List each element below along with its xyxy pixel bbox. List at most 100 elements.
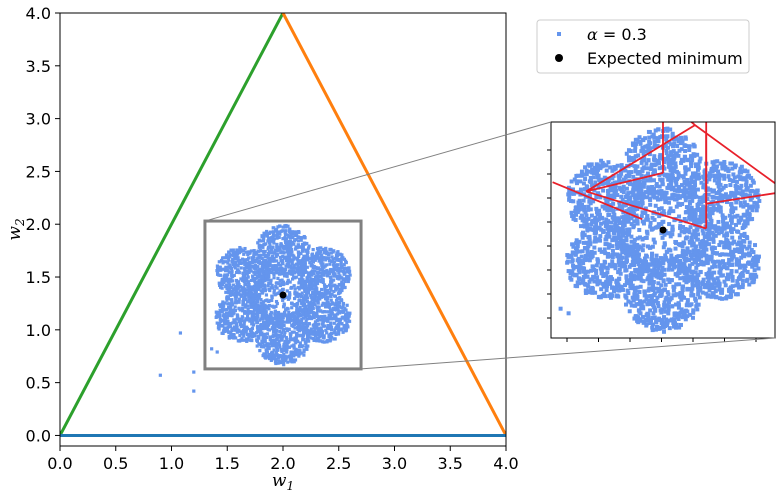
inset-scatter-point bbox=[745, 169, 750, 174]
scatter-point bbox=[270, 338, 274, 342]
inset-scatter-point bbox=[739, 203, 744, 208]
inset-scatter-point bbox=[595, 171, 600, 176]
inset-scatter-point bbox=[645, 302, 650, 307]
scatter-point bbox=[331, 306, 335, 311]
scatter-point bbox=[264, 233, 269, 237]
scatter-point bbox=[280, 357, 284, 361]
scatter-point bbox=[285, 342, 289, 346]
scatter-point bbox=[329, 325, 334, 329]
inset-scatter-point bbox=[751, 180, 756, 185]
scatter-point bbox=[276, 361, 280, 365]
inset-scatter-point bbox=[639, 306, 644, 311]
scatter-point bbox=[313, 288, 317, 293]
inset-scatter-point bbox=[607, 242, 612, 247]
inset-scatter-point bbox=[730, 235, 735, 240]
inset-scatter-point bbox=[577, 239, 582, 244]
inset-scatter-point bbox=[750, 216, 755, 221]
inset-scatter-point bbox=[586, 235, 591, 240]
inset-scatter-point bbox=[734, 189, 739, 194]
scatter-point bbox=[250, 296, 254, 300]
scatter-point bbox=[249, 278, 253, 283]
inset-scatter-point bbox=[723, 283, 728, 288]
scatter-point bbox=[274, 255, 278, 259]
scatter-point bbox=[281, 225, 285, 229]
inset-scatter-point bbox=[669, 142, 674, 147]
inset-scatter-point bbox=[674, 151, 679, 156]
scatter-point bbox=[231, 252, 236, 256]
scatter-point bbox=[315, 295, 319, 299]
inset-scatter-point bbox=[631, 252, 636, 257]
scatter-point bbox=[259, 297, 263, 302]
scatter-point bbox=[327, 283, 332, 287]
inset-scatter-point bbox=[670, 304, 675, 309]
scatter-point bbox=[246, 300, 250, 304]
inset-scatter-point bbox=[705, 259, 710, 264]
scatter-point bbox=[307, 322, 311, 326]
inset-scatter-point bbox=[652, 291, 657, 296]
inset-scatter-point bbox=[619, 264, 624, 269]
inset-scatter-point bbox=[700, 290, 705, 295]
inset-scatter-point bbox=[714, 164, 719, 169]
inset-scatter-point bbox=[583, 177, 588, 182]
scatter-point bbox=[245, 288, 249, 292]
scatter-point bbox=[343, 279, 347, 284]
inset-scatter-point bbox=[580, 202, 585, 207]
scatter-point bbox=[221, 323, 225, 328]
inset-scatter-point bbox=[690, 198, 695, 203]
inset-scatter-point bbox=[624, 209, 629, 214]
scatter-point bbox=[317, 305, 321, 309]
scatter-point bbox=[324, 328, 328, 332]
inset-scatter-point bbox=[730, 210, 735, 215]
inset-scatter-point bbox=[646, 158, 651, 163]
scatter-point bbox=[329, 312, 333, 316]
inset-scatter-point bbox=[731, 227, 736, 232]
scatter-point bbox=[282, 349, 287, 353]
scatter-point bbox=[327, 313, 331, 317]
scatter-point bbox=[335, 254, 340, 258]
inset-scatter-point bbox=[730, 284, 735, 289]
scatter-point bbox=[306, 275, 310, 279]
scatter-point bbox=[285, 271, 289, 275]
scatter-point bbox=[330, 255, 334, 259]
scatter-point bbox=[304, 294, 308, 299]
inset-scatter-point bbox=[635, 164, 640, 169]
inset-scatter-point bbox=[657, 214, 662, 219]
inset-scatter-point bbox=[620, 287, 625, 292]
scatter-point bbox=[278, 289, 282, 293]
scatter-point bbox=[275, 265, 279, 269]
scatter-point bbox=[256, 328, 260, 332]
scatter-point bbox=[300, 310, 305, 314]
scatter-point bbox=[247, 335, 251, 339]
scatter-point bbox=[324, 284, 328, 289]
scatter-point bbox=[236, 292, 241, 296]
inset-scatter-point bbox=[570, 258, 575, 263]
scatter-point bbox=[226, 255, 231, 259]
inset-scatter-point bbox=[624, 278, 629, 283]
scatter-point bbox=[286, 252, 291, 256]
scatter-point bbox=[302, 353, 306, 357]
inset-scatter-point bbox=[624, 151, 629, 156]
scatter-point bbox=[320, 318, 325, 322]
inset-scatter-point bbox=[729, 215, 734, 220]
scatter-point bbox=[289, 269, 294, 273]
scatter-point bbox=[303, 270, 308, 274]
inset-scatter-point bbox=[624, 200, 629, 205]
inset-scatter-point bbox=[592, 245, 597, 250]
scatter-point bbox=[249, 269, 253, 273]
scatter-point bbox=[308, 274, 312, 278]
scatter-point bbox=[274, 344, 278, 348]
inset-scatter-point bbox=[627, 264, 632, 269]
inset-scatter-point bbox=[722, 226, 727, 231]
inset-scatter-point bbox=[701, 219, 706, 224]
y-tick-label: 2.5 bbox=[26, 162, 51, 181]
inset-scatter-point bbox=[670, 135, 675, 140]
scatter-point bbox=[305, 324, 309, 328]
inset-scatter-point bbox=[717, 296, 722, 301]
inset-scatter-point bbox=[744, 179, 749, 184]
inset-scatter-point bbox=[701, 195, 706, 200]
inset-scatter-point bbox=[613, 183, 618, 188]
scatter-point bbox=[234, 298, 238, 302]
inset-scatter-point bbox=[629, 156, 634, 161]
inset-scatter-point bbox=[640, 248, 645, 253]
inset-scatter-point bbox=[689, 175, 694, 180]
